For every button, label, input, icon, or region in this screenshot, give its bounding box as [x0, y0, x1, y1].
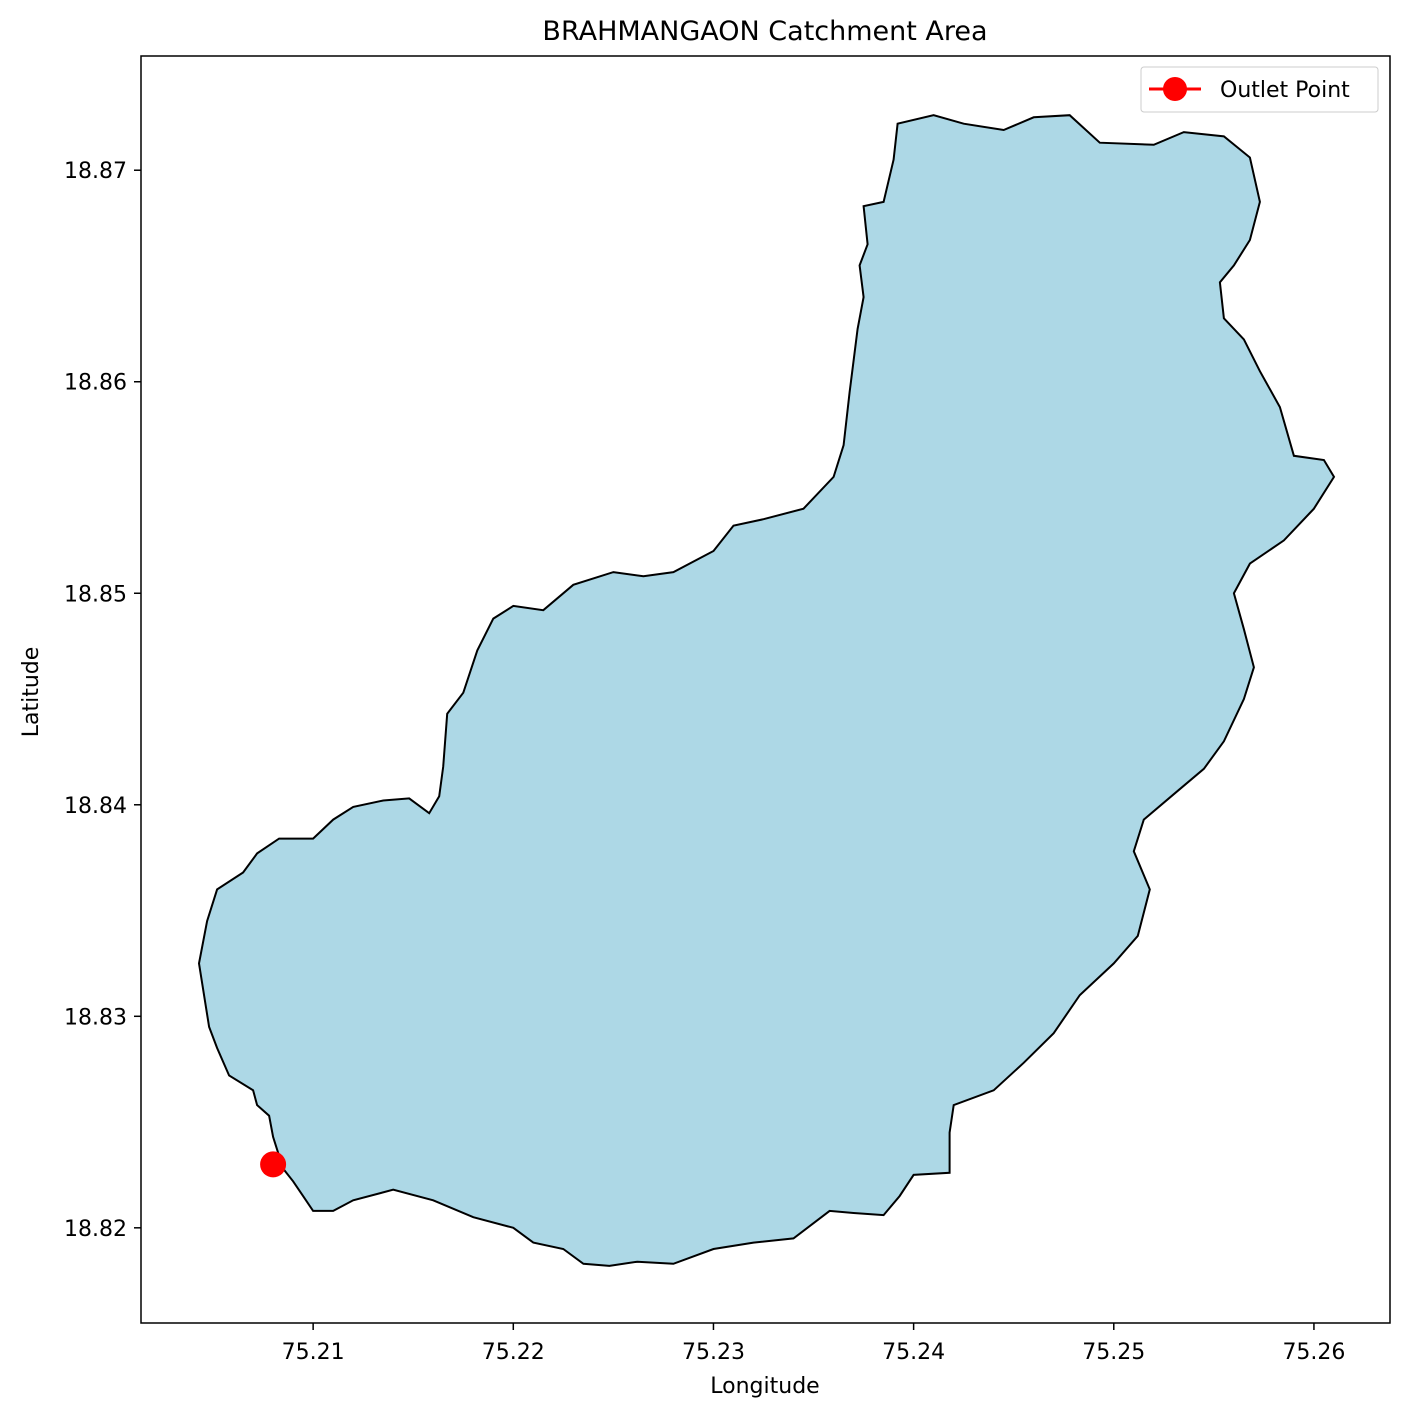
x-tick-label: 75.22: [482, 1340, 545, 1365]
y-tick-label: 18.87: [64, 159, 127, 184]
x-tick-label: 75.24: [882, 1340, 945, 1365]
y-axis-label: Latitude: [19, 647, 44, 738]
plot-area: [140, 55, 1391, 1324]
axes-frame: [140, 55, 1391, 1324]
x-tick-label: 75.23: [682, 1340, 745, 1365]
x-tick-label: 75.21: [282, 1340, 345, 1365]
y-tick-label: 18.85: [64, 582, 127, 607]
y-tick-label: 18.86: [64, 371, 127, 396]
legend-box: [1140, 66, 1379, 113]
x-axis-ticks: 75.21 75.22 75.23 75.24 75.25 75.26: [282, 1323, 1345, 1365]
x-axis-label: Longitude: [710, 1374, 819, 1399]
legend: Outlet Point: [1140, 66, 1379, 113]
catchment-polygon: [197, 114, 1336, 1267]
x-tick-label: 75.25: [1082, 1340, 1145, 1365]
legend-point-marker: [1163, 77, 1187, 101]
y-tick-label: 18.84: [64, 794, 127, 819]
chart-title: BRAHMANGAON Catchment Area: [542, 16, 987, 47]
y-tick-label: 18.82: [64, 1217, 127, 1242]
x-tick-label: 75.26: [1282, 1340, 1345, 1365]
legend-label: Outlet Point: [1220, 78, 1350, 103]
outlet-point-marker: [260, 1151, 287, 1178]
y-axis-ticks: 18.82 18.83 18.84 18.85 18.86 18.87: [64, 159, 141, 1242]
y-tick-label: 18.83: [64, 1005, 127, 1030]
outlet-layer: [260, 1151, 287, 1178]
